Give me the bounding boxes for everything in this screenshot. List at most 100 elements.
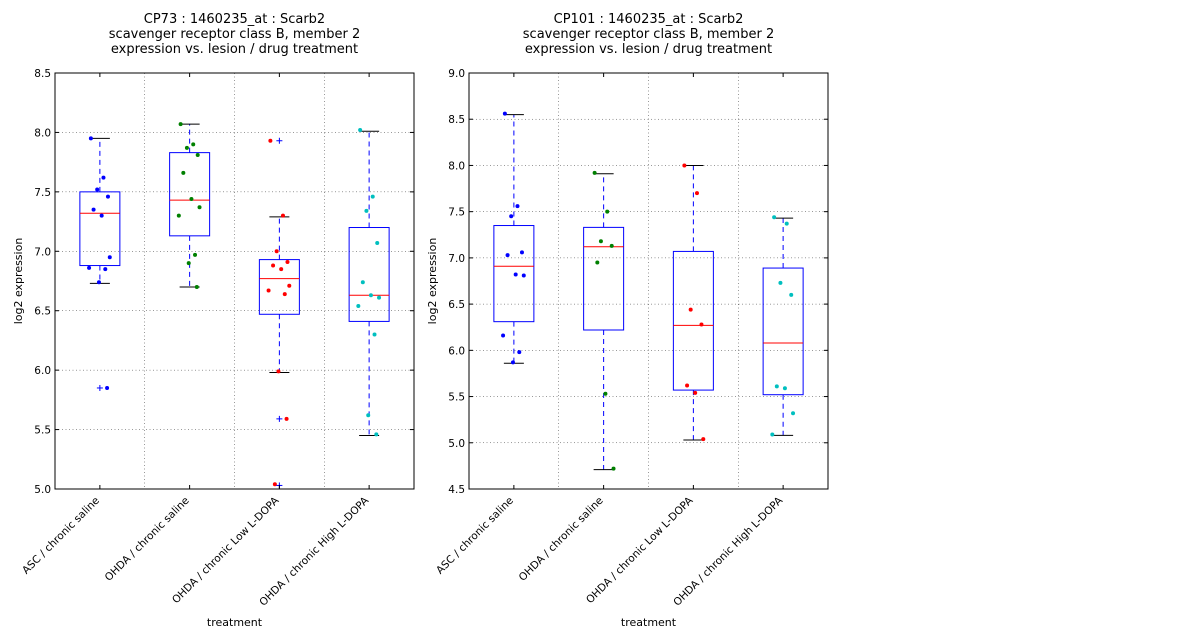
data-point-0-4 xyxy=(91,207,96,212)
x-tick-label-0: ASC / chronic saline xyxy=(20,495,102,577)
y-tick-label-3: 6.0 xyxy=(448,345,465,357)
chart-title-line-3: expression vs. lesion / drug treatment xyxy=(111,42,358,57)
box-0 xyxy=(79,191,121,267)
y-axis-label: log2 expression xyxy=(426,238,439,325)
y-tick-label-5: 7.5 xyxy=(34,187,51,199)
box-2 xyxy=(258,259,300,315)
data-point-2-6 xyxy=(701,437,706,442)
box-1 xyxy=(583,226,625,331)
data-point-1-5 xyxy=(603,391,608,396)
data-point-3-2 xyxy=(364,208,369,213)
data-point-0-6 xyxy=(107,255,112,260)
data-point-0-4 xyxy=(505,253,510,258)
data-point-2-4 xyxy=(271,263,276,268)
data-point-0-7 xyxy=(87,265,92,270)
data-point-1-1 xyxy=(605,209,610,214)
data-point-2-0 xyxy=(268,138,273,143)
data-point-2-7 xyxy=(266,288,271,293)
x-tick-label-2: OHDA / chronic Low L-DOPA xyxy=(584,494,696,606)
data-point-1-2 xyxy=(598,239,603,244)
data-point-0-6 xyxy=(521,273,526,278)
data-point-1-9 xyxy=(186,261,191,266)
data-point-3-6 xyxy=(791,411,796,416)
data-point-2-1 xyxy=(280,213,285,218)
data-point-0-10 xyxy=(105,385,110,390)
data-point-1-5 xyxy=(189,196,194,201)
x-tick-label-3: OHDA / chronic High L-DOPA xyxy=(257,494,372,609)
x-axis-label: treatment xyxy=(207,616,263,629)
data-point-2-10 xyxy=(284,416,289,421)
data-point-0-3 xyxy=(519,250,524,255)
data-point-3-4 xyxy=(360,280,365,285)
box-3 xyxy=(348,227,390,322)
data-point-1-6 xyxy=(611,466,616,471)
data-point-0-0 xyxy=(88,136,93,141)
data-point-3-5 xyxy=(782,386,787,391)
data-point-1-4 xyxy=(595,260,600,265)
box-3 xyxy=(762,267,804,396)
y-tick-label-1: 5.0 xyxy=(448,438,465,450)
data-point-1-6 xyxy=(197,205,202,210)
data-point-3-7 xyxy=(770,432,775,437)
data-point-0-9 xyxy=(510,360,515,365)
data-point-0-9 xyxy=(96,280,101,285)
data-point-1-4 xyxy=(181,170,186,175)
outlier-marker-0-0 xyxy=(96,384,103,391)
data-point-0-3 xyxy=(105,194,110,199)
chart-title-line-3: expression vs. lesion / drug treatment xyxy=(525,42,772,57)
data-point-0-8 xyxy=(517,350,522,355)
y-tick-label-4: 7.0 xyxy=(34,246,51,258)
x-axis-label: treatment xyxy=(621,616,677,629)
x-tick-label-1: OHDA / chronic saline xyxy=(517,495,606,584)
y-tick-label-5: 7.0 xyxy=(448,253,465,265)
y-tick-label-2: 5.5 xyxy=(448,392,465,404)
data-point-3-6 xyxy=(377,295,382,300)
data-point-1-3 xyxy=(195,153,200,158)
data-point-1-7 xyxy=(176,213,181,218)
data-point-2-8 xyxy=(282,292,287,297)
box-1 xyxy=(169,152,211,237)
plot-frame xyxy=(54,72,415,490)
data-point-1-8 xyxy=(193,252,198,257)
chart-title-line-2: scavenger receptor class B, member 2 xyxy=(109,27,360,42)
plot-frame xyxy=(468,72,829,490)
x-tick-label-0: ASC / chronic saline xyxy=(434,495,516,577)
y-tick-label-7: 8.0 xyxy=(448,160,465,172)
data-point-2-2 xyxy=(688,307,693,312)
data-point-2-2 xyxy=(274,249,279,254)
data-point-3-3 xyxy=(789,292,794,297)
data-point-3-8 xyxy=(372,332,377,337)
data-point-3-9 xyxy=(366,413,371,418)
data-point-1-0 xyxy=(178,122,183,127)
y-tick-label-4: 6.5 xyxy=(448,299,465,311)
box-2 xyxy=(672,250,714,391)
data-point-1-1 xyxy=(191,142,196,147)
data-point-0-5 xyxy=(99,213,104,218)
data-point-2-9 xyxy=(276,369,281,374)
data-point-3-7 xyxy=(356,303,361,308)
data-point-2-11 xyxy=(272,482,277,487)
chart-title-line-2: scavenger receptor class B, member 2 xyxy=(523,27,774,42)
data-point-2-6 xyxy=(287,283,292,288)
y-tick-label-6: 8.0 xyxy=(34,127,51,139)
chart-title-line-1: CP73 : 1460235_at : Scarb2 xyxy=(144,12,325,27)
data-point-3-0 xyxy=(772,215,777,220)
chart-title-line-1: CP101 : 1460235_at : Scarb2 xyxy=(554,12,744,27)
data-point-2-0 xyxy=(682,163,687,168)
data-point-0-5 xyxy=(513,272,518,277)
x-tick-label-2: OHDA / chronic Low L-DOPA xyxy=(170,494,282,606)
data-point-1-3 xyxy=(609,243,614,248)
data-point-0-2 xyxy=(95,187,100,192)
y-tick-label-6: 7.5 xyxy=(448,207,465,219)
y-tick-label-2: 6.0 xyxy=(34,365,51,377)
data-point-2-5 xyxy=(693,390,698,395)
y-tick-label-9: 9.0 xyxy=(448,68,465,80)
y-tick-label-7: 8.5 xyxy=(34,68,51,80)
x-tick-label-3: OHDA / chronic High L-DOPA xyxy=(671,494,786,609)
data-point-1-2 xyxy=(184,145,189,150)
outlier-marker-2-0 xyxy=(276,137,283,144)
data-point-0-0 xyxy=(502,111,507,116)
y-tick-label-0: 5.0 xyxy=(34,484,51,496)
data-point-3-0 xyxy=(358,128,363,133)
